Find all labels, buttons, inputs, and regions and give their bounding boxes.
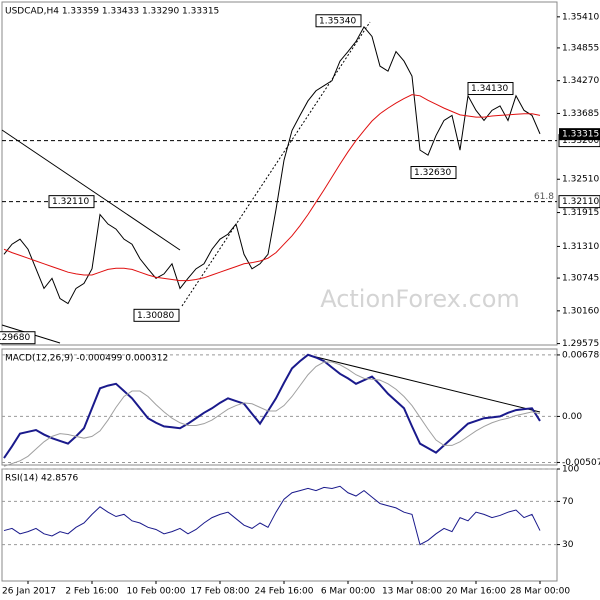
y-tick-label: 1.30160 (562, 306, 599, 316)
x-tick-label: 26 Jan 2017 (2, 587, 56, 597)
annotation-label: 1.35340 (319, 16, 356, 26)
x-tick-label: 20 Mar 16:00 (446, 587, 506, 597)
x-tick-label: 10 Feb 00:00 (126, 587, 185, 597)
panel-frame (1, 348, 558, 466)
y-tick-label: 0.006786 (562, 350, 600, 360)
y-tick-label: 1.35410 (562, 12, 599, 22)
trend-line (1, 129, 181, 251)
panel-title: RSI(14) 42.8576 (5, 474, 78, 484)
y-tick-label: 1.31915 (562, 208, 599, 218)
annotation-box (0, 331, 36, 345)
y-tick-label: 1.33685 (562, 109, 599, 119)
annotation-label: 1.34130 (471, 84, 508, 94)
x-tick-label: 28 Mar 00:00 (510, 587, 570, 597)
annotation-box (133, 308, 180, 322)
y-tick-label: 1.31310 (562, 242, 599, 252)
annotation-box (315, 14, 362, 28)
series-line (3, 361, 541, 467)
x-tick-label: 17 Feb 08:00 (190, 587, 249, 597)
panel-title: MACD(12,26,9) -0.000499 0.000312 (5, 354, 168, 364)
annotation-label: 1.32630 (414, 168, 451, 178)
last-price-box (559, 128, 600, 141)
annotation-label: 1.29680 (0, 333, 30, 343)
annotation-label: 1.30080 (137, 311, 174, 321)
panel-title: USDCAD,H4 1.33359 1.33433 1.33290 1.3331… (5, 7, 219, 17)
x-tick-label: 6 Mar 00:00 (321, 587, 376, 597)
annotation-box (410, 166, 457, 180)
level-label: 1.32110 (562, 197, 599, 207)
x-tick-label: 2 Feb 16:00 (65, 587, 119, 597)
y-tick-label: 30 (562, 540, 574, 550)
series-line (3, 485, 541, 546)
series-line (3, 353, 541, 459)
watermark: ActionForex.com (320, 285, 520, 313)
y-tick-label: 0.00 (562, 412, 582, 422)
y-tick-label: 1.32510 (562, 175, 599, 185)
y-tick-label: 100 (562, 465, 579, 475)
level-label-box (558, 195, 600, 209)
series-line (3, 94, 541, 282)
series-line (3, 26, 541, 305)
annotation-box (467, 82, 514, 96)
y-tick-label: 1.34270 (562, 76, 599, 86)
fib-label: 61.8 (534, 192, 554, 202)
trend-line (181, 21, 371, 307)
y-tick-label: 1.30745 (562, 274, 599, 284)
annotation-box (48, 195, 95, 209)
y-tick-label: 1.29575 (562, 339, 599, 349)
panel-frame (1, 1, 558, 346)
x-tick-label: 24 Feb 16:00 (254, 587, 313, 597)
y-tick-label: 1.34855 (562, 43, 599, 53)
annotation-label: 1.32110 (52, 197, 89, 207)
last-price-label: 1.33315 (562, 130, 599, 140)
level-label: 1.33200 (562, 136, 599, 146)
y-tick-label: 70 (562, 497, 574, 507)
y-tick-label: -0.005078 (562, 458, 600, 468)
trend-line (307, 354, 541, 413)
x-tick-label: 13 Mar 08:00 (382, 587, 442, 597)
